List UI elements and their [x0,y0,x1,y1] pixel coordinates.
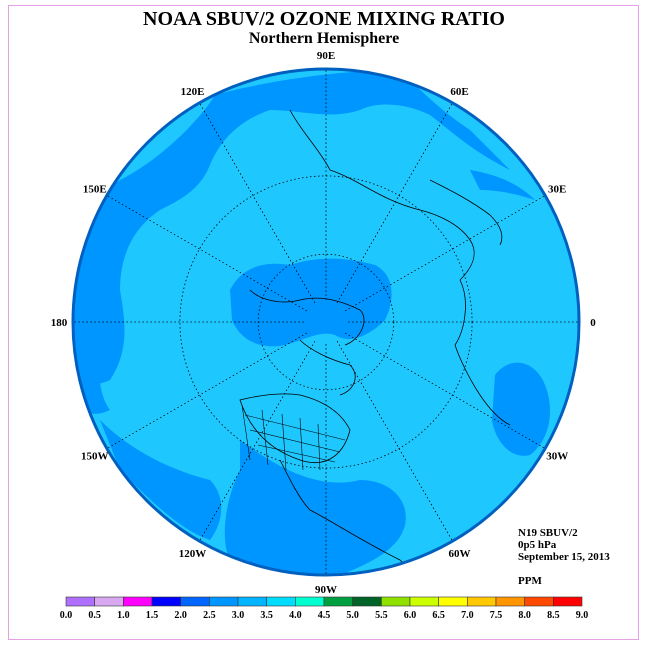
colorbar-tick-label: 0.0 [60,610,73,621]
colorbar-swatch [352,596,382,607]
longitude-label: 120E [181,86,205,98]
colorbar-swatch [65,596,95,607]
meridian-line [336,340,453,542]
colorbar-swatch [495,596,525,607]
longitude-label: 0 [590,317,596,329]
map-title: NOAA SBUV/2 OZONE MIXING RATIO [143,8,505,30]
colorbar-swatch [237,596,267,607]
date-label: September 15, 2013 [518,551,610,563]
colorbar-tick-label: 8.0 [518,610,531,621]
colorbar-swatch [524,596,554,607]
longitude-labels: 90E 60E 30E 0 30W 60W 90W 120W 150W 180 150E 120E [51,50,597,596]
colorbar-swatch [151,596,181,607]
colorbar-swatch [438,596,468,607]
latitude-circle [179,175,473,469]
longitude-label: 30E [548,184,566,196]
colorbar-tick-label: 0.5 [88,610,101,621]
meridian-line [199,102,316,304]
colorbar-swatch [295,596,325,607]
colorbar-tick-label: 2.5 [203,610,216,621]
longitude-label: 60W [449,548,471,560]
meridian-line [199,340,316,542]
colorbar-swatch [381,596,411,607]
coastlines [239,109,511,571]
longitude-label: 30W [546,451,568,463]
units-label: PPM [518,575,542,587]
colorbar-swatch [553,596,583,607]
map-subtitle: Northern Hemisphere [248,30,400,47]
colorbar-tick-label: 7.5 [490,610,503,621]
figure-frame [8,5,639,640]
meridian-line [344,195,546,312]
graticule [73,69,579,575]
colorbar-swatch [209,596,239,607]
colorbar-tick-label: 4.5 [318,610,331,621]
colorbar-swatch [180,596,210,607]
satellite-label: N19 SBUV/2 [518,527,578,539]
colorbar-tick-label: 6.0 [404,610,417,621]
meridian-line [106,332,308,449]
meridian-line [106,195,308,312]
colorbar-tick-label: 5.0 [346,610,359,621]
colorbar-tick-label: 1.5 [146,610,159,621]
colorbar-tick-label: 7.0 [461,610,474,621]
ozone-field-2.5-3 [73,70,550,575]
longitude-label: 90W [315,584,337,596]
meridian-line [336,102,453,304]
colorbar-tick-label: 2.0 [174,610,187,621]
colorbar-swatch [467,596,497,607]
colorbar-tick-label: 5.5 [375,610,388,621]
meridian-line [344,332,546,449]
longitude-label: 60E [450,86,468,98]
longitude-label: 120W [179,548,207,560]
colorbar-tick-label: 6.5 [432,610,445,621]
map-border [71,67,581,577]
colorbar-swatch [323,596,353,607]
colorbar-tick-label: 1.0 [117,610,130,621]
longitude-label: 90E [317,50,335,62]
colorbar-swatch [94,596,124,607]
colorbar-tick-label: 3.5 [260,610,273,621]
longitude-label: 150E [83,184,107,196]
colorbar-tick-label: 8.5 [547,610,560,621]
colorbar-swatch [266,596,296,607]
colorbar-swatch [409,596,439,607]
state-boundaries [241,404,346,471]
longitude-label: 150W [81,451,109,463]
colorbar-tick-label: 4.0 [289,610,302,621]
colorbar-tick-label: 9.0 [576,610,589,621]
level-label: 0p5 hPa [518,539,557,551]
latitude-circle [257,253,395,391]
colorbar-tick-label: 3.0 [232,610,245,621]
longitude-label: 180 [51,317,68,329]
colorbar-swatch [123,596,153,607]
